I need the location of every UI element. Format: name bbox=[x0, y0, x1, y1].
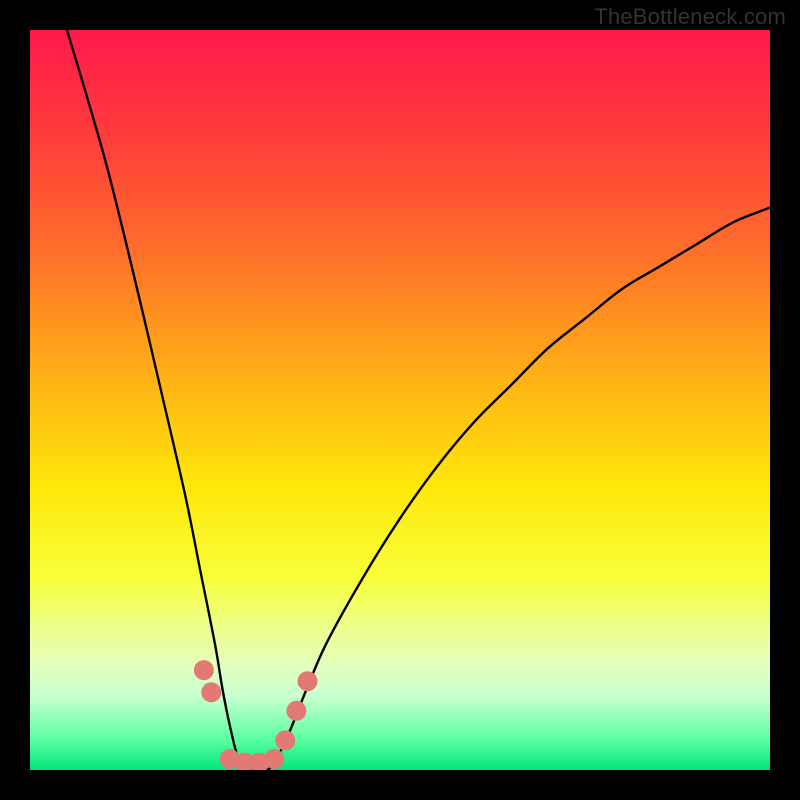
bottleneck-chart bbox=[0, 0, 800, 800]
curve-marker bbox=[194, 660, 214, 680]
curve-marker bbox=[298, 671, 318, 691]
plot-gradient-background bbox=[30, 30, 770, 770]
curve-marker bbox=[286, 701, 306, 721]
watermark-text: TheBottleneck.com bbox=[594, 4, 786, 30]
curve-marker bbox=[201, 682, 221, 702]
curve-marker bbox=[264, 749, 284, 769]
curve-marker bbox=[275, 730, 295, 750]
